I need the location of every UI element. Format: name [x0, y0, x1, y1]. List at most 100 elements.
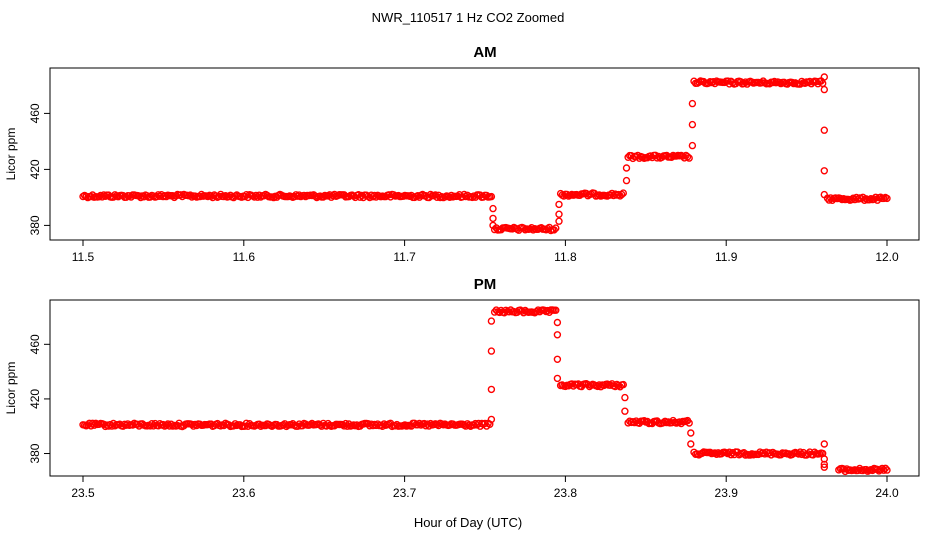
am-x-tick-label: 11.9 [715, 250, 738, 264]
am-data-point [508, 225, 516, 233]
pm-y-axis: 380 420 460 [28, 334, 50, 464]
am-transition-point [688, 141, 697, 150]
am-data-point [295, 191, 303, 199]
am-data-point [646, 152, 655, 160]
figure-x-axis-label: Hour of Day (UTC) [414, 515, 522, 530]
am-y-axis: 380 420 460 [28, 103, 50, 235]
pm-y-tick-label: 380 [28, 443, 42, 463]
am-y-tick-label: 380 [28, 215, 42, 235]
pm-data-point [804, 450, 812, 458]
pm-transition-point [487, 385, 496, 394]
am-panel: AM Licor ppm 11.5 11.6 11.7 11.8 11.9 12.0 38… [4, 44, 920, 264]
pm-transition-point [687, 429, 695, 437]
figure-title: NWR_110517 1 Hz CO2 Zoomed [372, 10, 565, 25]
pm-data-point [685, 419, 693, 427]
am-transition-point [688, 120, 697, 129]
pm-data-point [552, 306, 560, 314]
pm-transition-point [487, 415, 496, 424]
am-data-point [550, 226, 558, 234]
am-data-point [685, 154, 693, 162]
am-y-tick-label: 460 [28, 103, 42, 123]
pm-transition-point [553, 355, 562, 363]
pm-x-tick-label: 23.9 [715, 486, 739, 500]
pm-plot-frame [49, 299, 920, 477]
pm-data-point [614, 381, 623, 390]
pm-data-point [883, 466, 891, 474]
pm-x-tick-label: 23.8 [554, 486, 578, 500]
am-transition-point [489, 204, 497, 213]
am-data-point [728, 78, 737, 87]
pm-y-tick-label: 460 [28, 334, 42, 354]
am-plot-frame [49, 67, 920, 241]
am-transition-point [820, 126, 828, 134]
am-transition-point [820, 73, 828, 81]
am-data-point [883, 194, 891, 203]
pm-transition-point [820, 463, 828, 471]
pm-x-axis: 23.5 23.6 23.7 23.8 23.9 24.0 [71, 476, 899, 500]
am-transition-point [555, 200, 563, 209]
pm-data-point [712, 450, 721, 458]
am-data-point [683, 152, 692, 161]
am-data-point [487, 192, 496, 201]
pm-x-tick-label: 23.6 [232, 486, 256, 500]
am-data-points [79, 73, 891, 235]
pm-transition-point [487, 317, 496, 325]
am-transition-point [489, 214, 497, 223]
am-data-point [426, 190, 435, 199]
am-transition-point [622, 176, 631, 185]
am-data-point [679, 152, 687, 160]
am-x-tick-label: 11.7 [393, 250, 416, 264]
am-data-point [619, 189, 627, 197]
am-x-tick-label: 11.8 [554, 250, 577, 264]
pm-data-point [706, 448, 714, 456]
pm-x-tick-label: 23.7 [393, 486, 417, 500]
pm-panel: PM Licor ppm 23.5 23.6 23.7 23.8 23.9 24.0 38… [4, 276, 920, 500]
am-y-tick-label: 420 [28, 159, 42, 179]
am-data-point [552, 224, 560, 232]
am-data-point [100, 191, 108, 199]
am-data-point [390, 191, 398, 199]
am-transition-point [820, 85, 828, 94]
am-data-point [186, 191, 195, 199]
am-x-tick-label: 12.0 [875, 250, 899, 264]
am-transition-point [820, 167, 828, 175]
pm-transition-point [553, 374, 562, 383]
am-data-point [870, 195, 878, 203]
pm-transition-point [621, 407, 629, 415]
pm-data-point [611, 382, 619, 391]
am-x-tick-label: 11.5 [72, 250, 95, 264]
pm-data-point [490, 308, 499, 316]
pm-x-tick-label: 24.0 [875, 486, 899, 500]
pm-data-point [881, 464, 890, 472]
am-data-point [860, 196, 869, 205]
am-data-point [319, 193, 327, 201]
am-data-point [529, 226, 537, 234]
am-transition-point [688, 99, 697, 108]
pm-data-point [619, 380, 627, 389]
pm-transition-point [553, 318, 562, 327]
pm-data-point [90, 421, 98, 429]
am-data-point [614, 190, 623, 199]
pm-panel-title: PM [474, 276, 497, 293]
pm-transition-point [487, 347, 496, 355]
am-panel-title: AM [473, 44, 496, 61]
am-x-axis: 11.5 11.6 11.7 11.8 11.9 12.0 [72, 240, 899, 264]
am-transition-point [489, 221, 497, 230]
pm-data-point [415, 419, 424, 428]
am-transition-point [820, 190, 828, 199]
am-transition-point [622, 164, 631, 172]
am-data-point [788, 78, 796, 87]
pm-data-point [495, 308, 504, 317]
am-data-point [618, 190, 626, 199]
am-data-point [204, 192, 212, 201]
pm-transition-point [820, 460, 828, 469]
am-data-point [770, 77, 779, 86]
am-y-axis-label: Licor ppm [4, 128, 18, 181]
pm-data-point [532, 307, 541, 316]
pm-transition-point [553, 331, 562, 339]
pm-data-point [231, 420, 239, 428]
am-data-point [740, 79, 748, 88]
am-data-point [653, 154, 661, 162]
pm-data-point [630, 418, 639, 427]
